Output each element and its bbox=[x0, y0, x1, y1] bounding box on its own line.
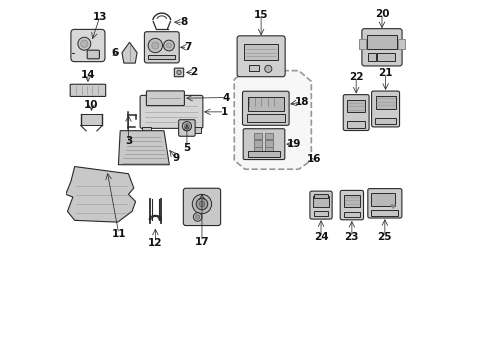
Circle shape bbox=[164, 40, 174, 51]
Text: 2: 2 bbox=[191, 67, 197, 77]
FancyBboxPatch shape bbox=[179, 120, 195, 136]
FancyBboxPatch shape bbox=[368, 189, 402, 218]
FancyBboxPatch shape bbox=[371, 91, 399, 127]
Text: 19: 19 bbox=[287, 139, 301, 149]
Bar bbox=[248, 97, 284, 111]
Text: 16: 16 bbox=[307, 154, 321, 164]
Text: 22: 22 bbox=[349, 72, 364, 82]
Bar bbox=[367, 35, 397, 49]
Text: 25: 25 bbox=[378, 232, 392, 242]
Bar bbox=[347, 121, 366, 128]
Bar bbox=[142, 127, 151, 133]
FancyBboxPatch shape bbox=[174, 68, 184, 77]
Bar bbox=[315, 194, 328, 198]
Text: 11: 11 bbox=[112, 229, 126, 239]
Circle shape bbox=[184, 124, 190, 129]
Bar bbox=[347, 100, 366, 112]
Text: 15: 15 bbox=[254, 10, 269, 20]
Text: 21: 21 bbox=[378, 68, 393, 78]
Bar bbox=[244, 44, 278, 60]
Bar bbox=[371, 210, 398, 216]
Bar bbox=[314, 211, 328, 216]
Bar bbox=[265, 147, 273, 154]
Text: 24: 24 bbox=[314, 232, 328, 242]
Bar bbox=[371, 193, 395, 206]
Bar bbox=[254, 140, 262, 147]
FancyBboxPatch shape bbox=[310, 191, 332, 219]
Text: 9: 9 bbox=[172, 153, 180, 163]
Bar bbox=[398, 39, 405, 49]
FancyBboxPatch shape bbox=[70, 84, 106, 96]
FancyBboxPatch shape bbox=[140, 95, 203, 129]
Bar bbox=[368, 53, 376, 61]
Text: 3: 3 bbox=[125, 136, 132, 146]
Bar bbox=[359, 39, 366, 49]
Circle shape bbox=[182, 122, 192, 131]
Circle shape bbox=[196, 198, 208, 210]
Bar bbox=[254, 147, 262, 154]
FancyBboxPatch shape bbox=[183, 188, 220, 226]
Bar bbox=[265, 140, 273, 147]
Text: 8: 8 bbox=[180, 17, 188, 27]
Bar bbox=[377, 53, 394, 61]
Circle shape bbox=[81, 40, 88, 47]
FancyBboxPatch shape bbox=[237, 36, 285, 77]
Bar bbox=[247, 114, 285, 122]
Bar bbox=[248, 150, 280, 157]
Text: 14: 14 bbox=[81, 70, 95, 80]
Circle shape bbox=[78, 37, 91, 50]
Text: 20: 20 bbox=[375, 9, 389, 19]
FancyBboxPatch shape bbox=[145, 32, 179, 63]
Text: 5: 5 bbox=[183, 143, 191, 153]
Bar bbox=[344, 195, 360, 207]
FancyBboxPatch shape bbox=[343, 95, 369, 131]
Circle shape bbox=[265, 65, 272, 72]
Bar bbox=[254, 133, 262, 139]
Text: 10: 10 bbox=[84, 100, 99, 110]
Text: 12: 12 bbox=[148, 238, 163, 248]
Bar bbox=[192, 127, 201, 133]
FancyBboxPatch shape bbox=[87, 50, 99, 59]
Text: 17: 17 bbox=[195, 237, 209, 247]
Text: 18: 18 bbox=[294, 97, 309, 107]
Bar bbox=[265, 133, 273, 139]
Text: 23: 23 bbox=[344, 232, 359, 242]
FancyBboxPatch shape bbox=[340, 190, 364, 220]
Circle shape bbox=[177, 70, 181, 75]
Polygon shape bbox=[66, 167, 136, 222]
Circle shape bbox=[148, 39, 163, 53]
Bar bbox=[81, 114, 102, 126]
Bar bbox=[375, 118, 396, 124]
Polygon shape bbox=[119, 131, 170, 165]
Circle shape bbox=[192, 194, 212, 214]
Bar bbox=[314, 196, 329, 207]
Circle shape bbox=[167, 43, 172, 48]
Polygon shape bbox=[234, 71, 311, 169]
Circle shape bbox=[196, 215, 200, 219]
Text: $♥$: $♥$ bbox=[389, 201, 396, 211]
FancyBboxPatch shape bbox=[243, 129, 285, 159]
Text: 13: 13 bbox=[93, 12, 107, 22]
Polygon shape bbox=[122, 42, 137, 63]
Text: 7: 7 bbox=[184, 42, 191, 52]
Text: 1: 1 bbox=[221, 107, 228, 117]
Bar bbox=[375, 96, 395, 109]
Circle shape bbox=[199, 201, 205, 207]
Bar bbox=[344, 212, 360, 217]
FancyBboxPatch shape bbox=[243, 91, 289, 125]
Text: 6: 6 bbox=[112, 48, 119, 58]
Circle shape bbox=[194, 213, 202, 221]
FancyBboxPatch shape bbox=[71, 30, 105, 62]
Bar bbox=[248, 65, 259, 71]
Bar bbox=[148, 55, 175, 59]
FancyBboxPatch shape bbox=[147, 91, 184, 105]
FancyBboxPatch shape bbox=[362, 29, 402, 66]
Text: 4: 4 bbox=[222, 93, 230, 103]
Circle shape bbox=[152, 42, 159, 49]
